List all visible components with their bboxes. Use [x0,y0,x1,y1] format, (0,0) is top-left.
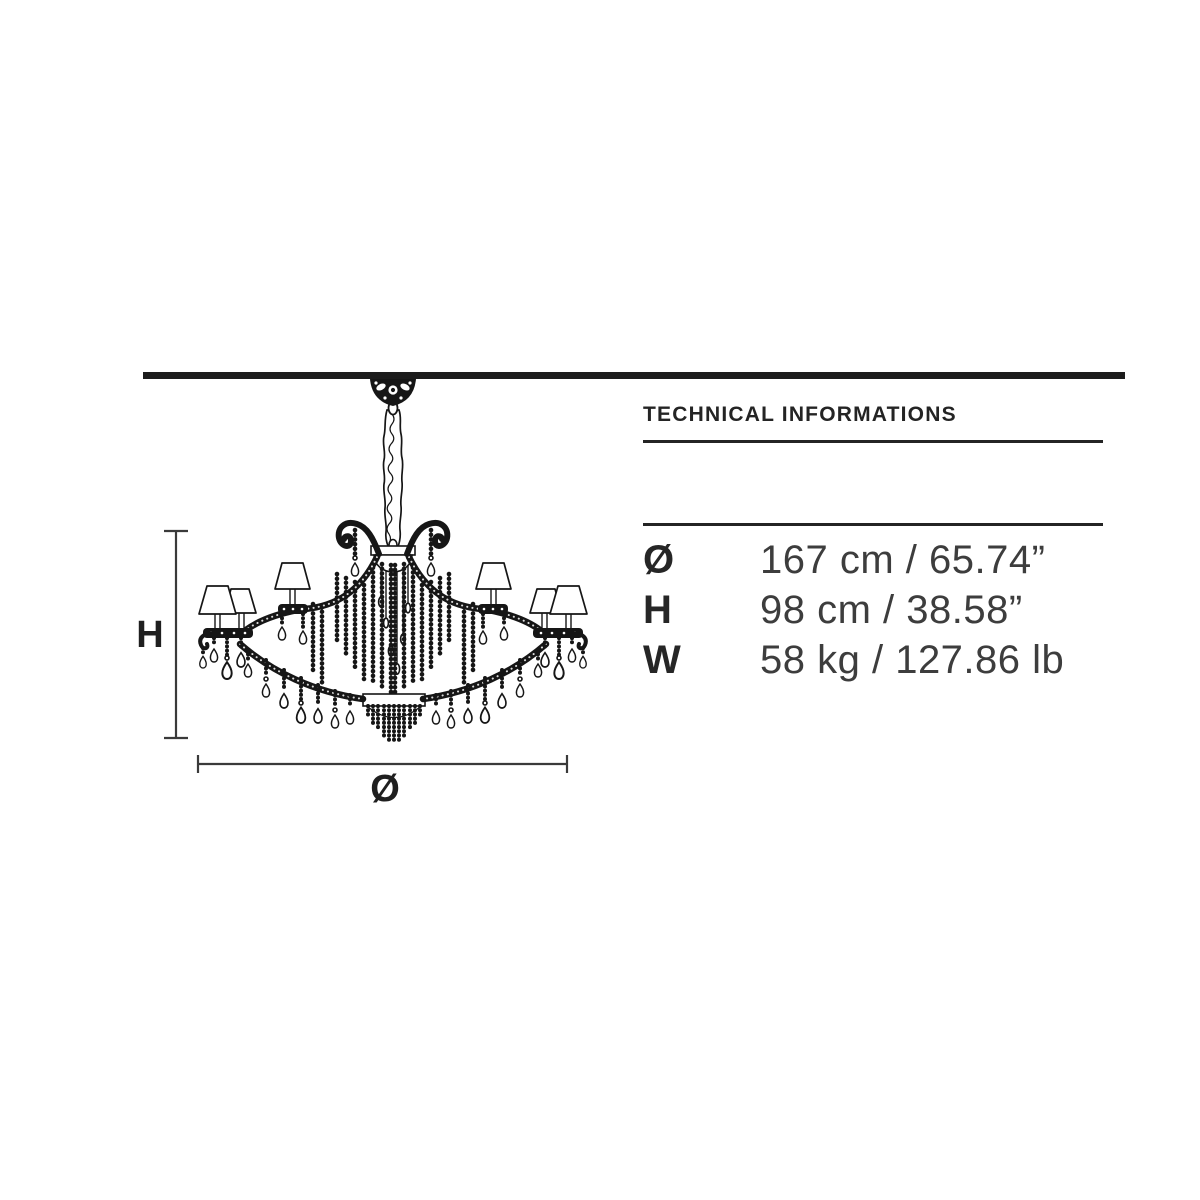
technical-info-panel: TECHNICAL INFORMATIONS Ø 167 cm / 65.74”… [643,403,1103,682]
lower-garland [236,640,367,703]
spec-row-weight: W 58 kg / 127.86 lb [643,635,1103,685]
chandelier-right-half [395,523,587,728]
ceiling-line [143,372,1125,379]
spec-value-height: 98 cm / 38.58” [760,588,1023,632]
panel-title: TECHNICAL INFORMATIONS [643,403,957,426]
spec-value-weight: 58 kg / 127.86 lb [760,638,1065,682]
divider-bottom [643,523,1103,526]
ceiling-canopy [370,379,416,406]
chandelier-left-half [198,520,394,729]
spec-row-height: H 98 cm / 38.58” [643,585,1103,635]
height-dimension: H [136,529,188,740]
diameter-dimension-label: Ø [370,768,400,810]
spec-row-diameter: Ø 167 cm / 65.74” [643,535,1103,585]
garland-drops [243,648,355,729]
divider-top [643,440,1103,443]
top-scroll [335,520,382,557]
height-dimension-label: H [136,614,163,656]
diameter-dimension: Ø [196,755,569,810]
mid-lamp [274,562,311,645]
spec-value-diameter: 167 cm / 65.74” [760,538,1046,582]
spec-label-weight: W [643,638,681,682]
chandelier-center [362,379,426,744]
spec-label-height: H [643,588,672,632]
suspension-chain [382,400,404,552]
spec-rows: Ø 167 cm / 65.74” H 98 cm / 38.58” W 58 … [643,535,1103,685]
spec-label-diameter: Ø [643,538,675,582]
bottom-plate-and-fringe [362,693,426,744]
outer-lamp-cluster [198,585,257,680]
